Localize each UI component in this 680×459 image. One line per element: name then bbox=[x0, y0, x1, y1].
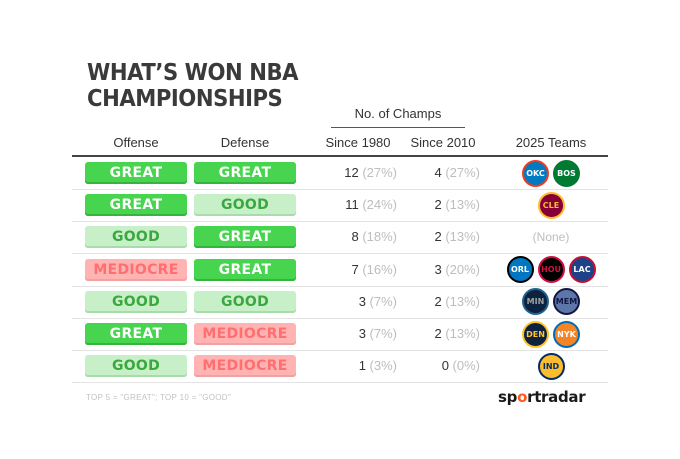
table-row: GREAT GOOD 11 (24%) 2 (13%) CLE bbox=[72, 189, 608, 223]
since-1980-count: 3 bbox=[358, 326, 366, 341]
defense-rating-badge: GREAT bbox=[194, 226, 296, 249]
since-1980-cell: 1 (3%) bbox=[342, 350, 397, 382]
team-logo-orl-icon: ORL bbox=[506, 256, 534, 284]
title-line-2: CHAMPIONSHIPS bbox=[87, 86, 283, 112]
since-2010-count: 0 bbox=[441, 358, 449, 374]
teams-cell: OKC BOS bbox=[497, 157, 605, 189]
since-2010-count: 3 bbox=[434, 261, 442, 277]
since-1980-pct: (3%) bbox=[369, 358, 397, 374]
since-2010-cell: 4 (27%) bbox=[422, 157, 480, 189]
since-1980-count: 12 bbox=[344, 165, 359, 180]
table-row: GOOD GREAT 8 (18%) 2 (13%) (None) bbox=[72, 221, 608, 255]
team-logo-lac-icon: LAC bbox=[568, 256, 596, 284]
since-2010-cell: 2 (13%) bbox=[422, 318, 480, 350]
since-1980-cell: 8 (18%) bbox=[342, 221, 397, 253]
offense-rating-badge: GREAT bbox=[85, 323, 187, 345]
table-row: GREAT MEDIOCRE 3 (7%) 2 (13%) DEN NYK bbox=[72, 318, 608, 351]
offense-rating-badge: GOOD bbox=[85, 226, 187, 249]
defense-rating-badge: GREAT bbox=[194, 258, 296, 281]
defense-rating-badge: MEDIOCRE bbox=[194, 355, 296, 378]
since-1980-cell: 7 (16%) bbox=[342, 254, 397, 286]
table-row: GREAT GREAT 12 (27%) 4 (27%) OKC BOS bbox=[72, 157, 608, 190]
since-2010-count: 2 bbox=[434, 326, 442, 341]
offense-rating-badge: GREAT bbox=[85, 194, 187, 217]
since-2010-count: 2 bbox=[434, 229, 442, 245]
teams-cell: CLE bbox=[497, 189, 605, 221]
defense-rating-badge: GREAT bbox=[194, 162, 296, 184]
since-1980-pct: (16%) bbox=[362, 261, 397, 277]
since-2010-count: 2 bbox=[434, 197, 442, 213]
since-1980-pct: (18%) bbox=[362, 229, 397, 245]
since-1980-count: 11 bbox=[345, 197, 359, 213]
table-row: GOOD MEDIOCRE 1 (3%) 0 (0%) IND bbox=[72, 350, 608, 384]
team-logo-cle-icon: CLE bbox=[537, 191, 565, 219]
sportradar-logo: sportradar bbox=[498, 388, 586, 406]
defense-rating-badge: GOOD bbox=[194, 194, 296, 217]
since-1980-cell: 12 (27%) bbox=[342, 157, 397, 189]
since-2010-cell: 3 (20%) bbox=[422, 254, 480, 286]
since-2010-pct: (27%) bbox=[445, 165, 480, 180]
column-header-offense: Offense bbox=[113, 135, 159, 150]
since-1980-count: 7 bbox=[351, 261, 359, 277]
since-1980-cell: 11 (24%) bbox=[342, 189, 397, 221]
header-rule bbox=[72, 155, 608, 157]
title-line-1: WHAT’S WON NBA bbox=[87, 60, 299, 86]
defense-rating-badge: MEDIOCRE bbox=[194, 323, 296, 345]
column-header-defense: Defense bbox=[220, 135, 270, 150]
since-2010-cell: 2 (13%) bbox=[422, 189, 480, 221]
since-1980-cell: 3 (7%) bbox=[342, 318, 397, 350]
column-header-teams: 2025 Teams bbox=[515, 135, 587, 150]
team-logo-bos-icon: BOS bbox=[553, 159, 580, 187]
table-row: GOOD GOOD 3 (7%) 2 (13%) MIN MEM bbox=[72, 286, 608, 319]
since-2010-cell: 2 (13%) bbox=[422, 221, 480, 253]
group-header-champs: No. of Champs bbox=[354, 106, 442, 121]
teams-cell: MIN MEM bbox=[497, 286, 605, 318]
team-logo-min-icon: MIN bbox=[522, 288, 549, 316]
since-2010-pct: (13%) bbox=[445, 197, 480, 213]
team-logo-den-icon: DEN bbox=[522, 320, 549, 348]
teams-cell: IND bbox=[497, 350, 605, 382]
since-1980-count: 3 bbox=[358, 293, 366, 309]
since-1980-count: 1 bbox=[358, 358, 366, 374]
teams-cell: (None) bbox=[497, 221, 605, 253]
since-1980-count: 8 bbox=[351, 229, 359, 245]
since-2010-pct: (0%) bbox=[452, 358, 480, 374]
since-2010-cell: 2 (13%) bbox=[422, 286, 480, 318]
teams-cell: DEN NYK bbox=[497, 318, 605, 350]
since-2010-pct: (13%) bbox=[445, 293, 480, 309]
offense-rating-badge: GOOD bbox=[85, 355, 187, 378]
column-header-since-2010: Since 2010 bbox=[410, 135, 476, 150]
since-1980-pct: (27%) bbox=[362, 165, 397, 180]
since-2010-pct: (20%) bbox=[445, 261, 480, 277]
team-logo-mem-icon: MEM bbox=[553, 288, 580, 316]
group-header-rule bbox=[331, 127, 465, 128]
since-1980-pct: (7%) bbox=[369, 293, 397, 309]
table-row: MEDIOCRE GREAT 7 (16%) 3 (20%) ORL HOU LAC bbox=[72, 254, 608, 287]
since-1980-pct: (7%) bbox=[369, 326, 397, 341]
footnote: TOP 5 = "GREAT"; TOP 10 = "GOOD" bbox=[86, 393, 232, 402]
offense-rating-badge: GREAT bbox=[85, 162, 187, 184]
no-teams-label: (None) bbox=[532, 230, 570, 245]
since-1980-cell: 3 (7%) bbox=[342, 286, 397, 318]
teams-cell: ORL HOU LAC bbox=[497, 254, 605, 286]
chart-title: WHAT’S WON NBA CHAMPIONSHIPS bbox=[87, 60, 299, 112]
since-2010-count: 2 bbox=[434, 293, 442, 309]
since-2010-pct: (13%) bbox=[445, 229, 480, 245]
since-2010-count: 4 bbox=[434, 165, 442, 180]
offense-rating-badge: GOOD bbox=[85, 290, 187, 313]
defense-rating-badge: GOOD bbox=[194, 290, 296, 313]
team-logo-nyk-icon: NYK bbox=[553, 320, 580, 348]
team-logo-okc-icon: OKC bbox=[522, 159, 549, 187]
since-2010-cell: 0 (0%) bbox=[422, 350, 480, 382]
team-logo-ind-icon: IND bbox=[537, 352, 565, 380]
column-header-since-1980: Since 1980 bbox=[325, 135, 391, 150]
since-1980-pct: (24%) bbox=[362, 197, 397, 213]
offense-rating-badge: MEDIOCRE bbox=[85, 258, 187, 281]
team-logo-hou-icon: HOU bbox=[537, 256, 565, 284]
since-2010-pct: (13%) bbox=[445, 326, 480, 341]
